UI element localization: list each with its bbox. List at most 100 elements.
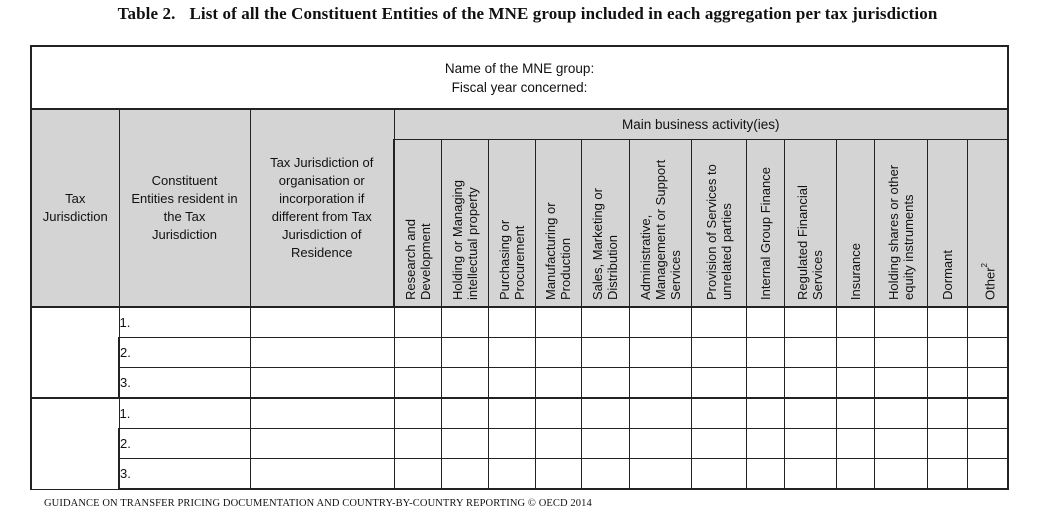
activity-cell[interactable] [783, 458, 837, 490]
activity-cell[interactable] [580, 397, 630, 429]
activity-cell[interactable] [628, 337, 692, 368]
activity-cell[interactable] [745, 337, 785, 368]
activity-cell[interactable] [393, 397, 442, 429]
activity-cell[interactable] [487, 458, 536, 490]
activity-cell[interactable] [745, 428, 785, 459]
activity-cell[interactable] [393, 337, 442, 368]
input-cell[interactable] [249, 458, 395, 490]
activity-cell[interactable] [873, 428, 928, 459]
activity-cell[interactable] [580, 306, 630, 338]
activity-cell[interactable] [783, 306, 837, 338]
activity-cell[interactable] [440, 367, 489, 399]
activity-cell[interactable] [873, 367, 928, 399]
activity-cell[interactable] [690, 397, 747, 429]
activity-cell[interactable] [580, 428, 630, 459]
activity-cell[interactable] [534, 458, 582, 490]
table-row: 2. [31, 337, 1010, 368]
activity-cell[interactable] [690, 428, 747, 459]
activity-cell[interactable] [628, 306, 692, 338]
activity-cell[interactable] [534, 367, 582, 399]
activity-cell[interactable] [534, 306, 582, 338]
activity-cell[interactable] [487, 397, 536, 429]
activity-cell[interactable] [393, 428, 442, 459]
activity-cell[interactable] [745, 306, 785, 338]
activity-cell[interactable] [783, 367, 837, 399]
activity-cell[interactable] [628, 428, 692, 459]
constituent-entities-table: Name of the MNE group: Fiscal year conce… [29, 45, 1010, 490]
activity-label-text: Research and Development [402, 219, 433, 300]
activity-cell[interactable] [690, 458, 747, 490]
input-cell[interactable] [249, 397, 395, 429]
activity-cell[interactable] [690, 367, 747, 399]
activity-header: Dormant [926, 139, 968, 308]
activity-label-text: Sales, Marketing or Distribution [590, 188, 620, 300]
activity-cell[interactable] [835, 428, 875, 459]
activity-cell[interactable] [745, 397, 785, 429]
activity-cell[interactable] [487, 428, 536, 459]
table-row: 1. [30, 306, 1010, 399]
activity-cell[interactable] [835, 458, 875, 490]
activity-cell[interactable] [440, 337, 489, 368]
activity-cell[interactable] [926, 306, 968, 338]
input-cell[interactable] [249, 306, 395, 338]
activity-cell[interactable] [393, 367, 442, 399]
activity-cell[interactable] [873, 458, 928, 490]
activity-cell[interactable] [835, 367, 875, 399]
activity-cell[interactable] [966, 458, 1010, 490]
input-cell[interactable] [249, 337, 395, 368]
activity-cell[interactable] [580, 458, 630, 490]
activity-cell[interactable] [835, 397, 875, 429]
tax-jurisdiction-cell[interactable] [30, 397, 120, 490]
activity-cell[interactable] [440, 397, 489, 429]
activity-cell[interactable] [873, 337, 928, 368]
activity-cell[interactable] [393, 306, 442, 338]
activity-cell[interactable] [534, 337, 582, 368]
activity-cell[interactable] [745, 458, 785, 490]
activity-cell[interactable] [440, 428, 489, 459]
activity-cell[interactable] [966, 337, 1010, 368]
activity-cell[interactable] [926, 428, 968, 459]
tax-jurisdiction-cell[interactable] [30, 306, 120, 399]
mne-group-name-label: Name of the MNE group: [444, 60, 595, 76]
activity-label: Administrative, Management or Support Se… [638, 140, 683, 306]
input-cell[interactable] [249, 367, 395, 399]
activity-cell[interactable] [534, 428, 582, 459]
activity-cell[interactable] [873, 306, 928, 338]
activity-label-text: Administrative, Management or Support Se… [637, 159, 683, 300]
activity-label-text: Regulated Financial Services [795, 185, 825, 300]
activity-cell[interactable] [966, 428, 1010, 459]
activity-cell[interactable] [690, 306, 747, 338]
footnote-marker: 2 [980, 263, 990, 268]
header-tax-jurisdiction-organisation: Tax Jurisdiction of organisation or inco… [249, 108, 395, 308]
activity-cell[interactable] [783, 428, 837, 459]
activity-cell[interactable] [580, 337, 630, 368]
activity-cell[interactable] [393, 458, 442, 490]
activity-cell[interactable] [966, 306, 1010, 338]
activity-cell[interactable] [835, 337, 875, 368]
activity-cell[interactable] [487, 367, 536, 399]
activity-cell[interactable] [690, 337, 747, 368]
activity-header: Insurance [835, 139, 875, 308]
activity-cell[interactable] [926, 458, 968, 490]
input-cell[interactable] [249, 428, 395, 459]
activity-cell[interactable] [628, 397, 692, 429]
activity-cell[interactable] [966, 397, 1010, 429]
activity-cell[interactable] [835, 306, 875, 338]
activity-cell[interactable] [628, 458, 692, 490]
activity-cell[interactable] [534, 397, 582, 429]
activity-cell[interactable] [487, 337, 536, 368]
activity-cell[interactable] [440, 306, 489, 338]
activity-cell[interactable] [926, 397, 968, 429]
activity-cell[interactable] [487, 306, 536, 338]
activity-header: Provision of Services to unrelated parti… [690, 139, 747, 308]
activity-cell[interactable] [966, 367, 1010, 399]
activity-cell[interactable] [628, 367, 692, 399]
activity-cell[interactable] [580, 367, 630, 399]
activity-cell[interactable] [440, 458, 489, 490]
activity-cell[interactable] [873, 397, 928, 429]
activity-cell[interactable] [926, 367, 968, 399]
activity-cell[interactable] [745, 367, 785, 399]
activity-cell[interactable] [926, 337, 968, 368]
activity-cell[interactable] [783, 337, 837, 368]
activity-cell[interactable] [783, 397, 837, 429]
